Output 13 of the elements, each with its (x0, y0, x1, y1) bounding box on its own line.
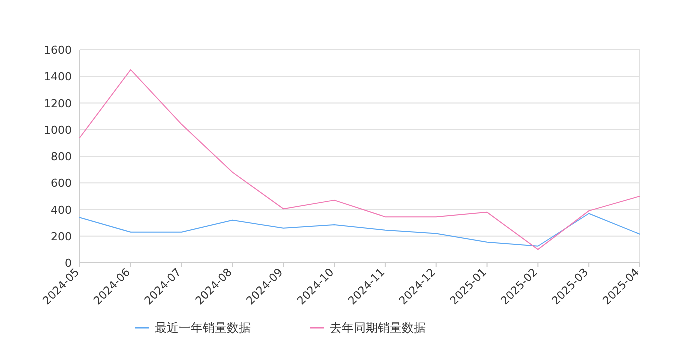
line-series (80, 213, 640, 247)
y-tick-label: 800 (51, 150, 72, 164)
y-tick-label: 200 (51, 230, 72, 244)
y-tick-label: 0 (65, 257, 72, 270)
y-tick-label: 600 (51, 177, 72, 190)
y-tick-label: 1600 (44, 44, 72, 57)
legend-label: 去年同期销量数据 (330, 321, 426, 335)
line-series (80, 69, 640, 250)
y-tick-label: 1000 (44, 124, 72, 137)
y-tick-label: 1400 (44, 70, 72, 84)
legend-label: 最近一年销量数据 (155, 321, 251, 335)
y-tick-label: 1200 (44, 97, 72, 110)
y-tick-label: 400 (51, 204, 72, 217)
